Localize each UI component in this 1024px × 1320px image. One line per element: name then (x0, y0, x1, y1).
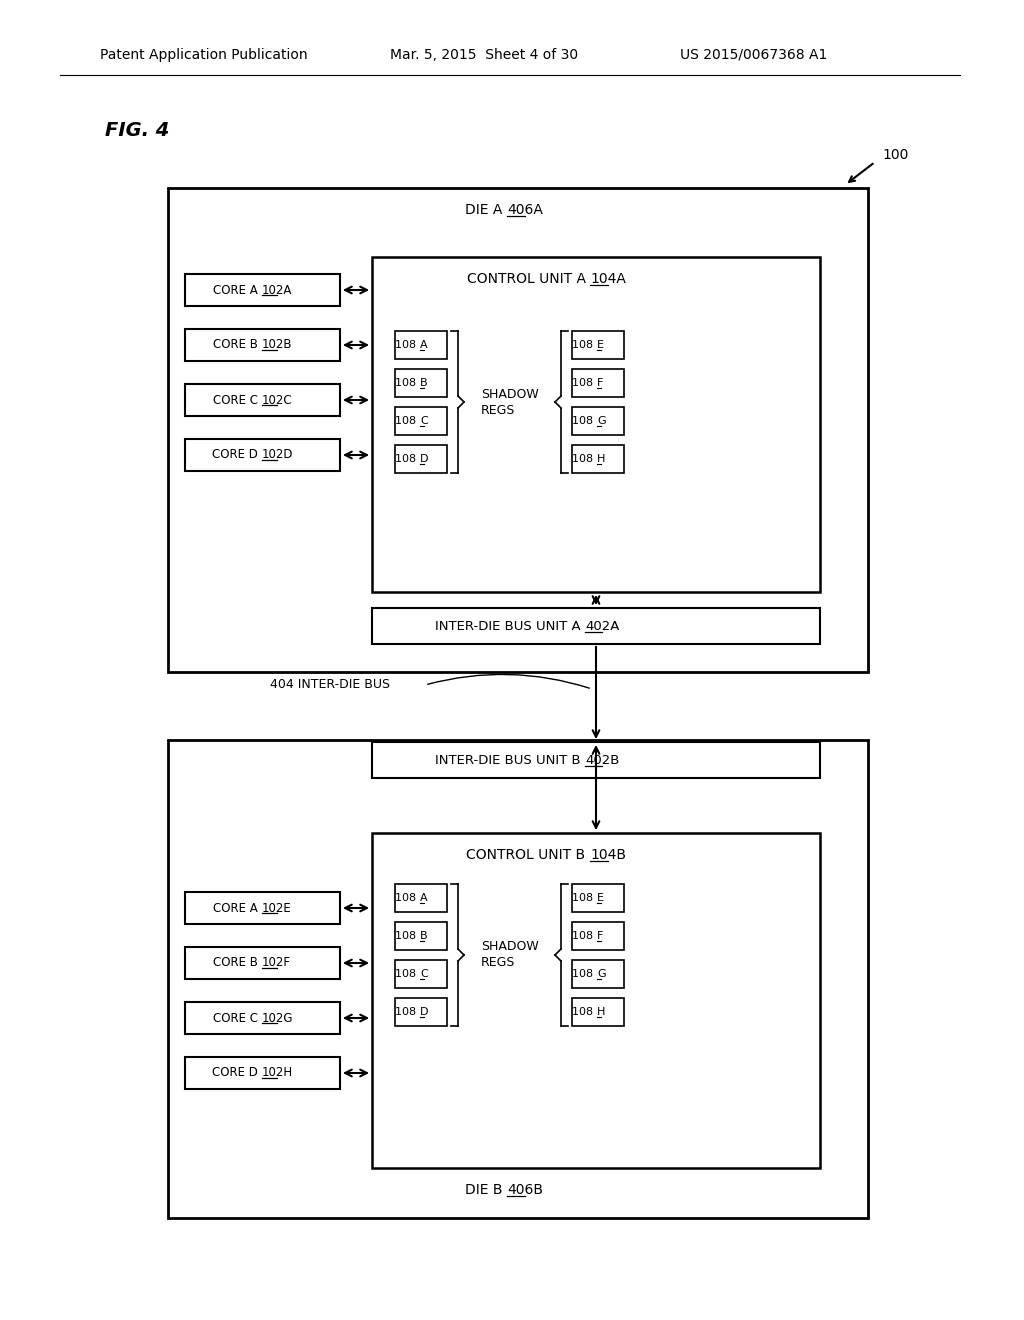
FancyBboxPatch shape (572, 331, 624, 359)
FancyBboxPatch shape (572, 884, 624, 912)
FancyBboxPatch shape (185, 892, 340, 924)
Text: E: E (597, 894, 604, 903)
Text: 108: 108 (572, 378, 597, 388)
Text: 108: 108 (572, 341, 597, 350)
FancyBboxPatch shape (572, 998, 624, 1026)
Text: CONTROL UNIT A: CONTROL UNIT A (467, 272, 590, 286)
FancyBboxPatch shape (185, 946, 340, 979)
Text: INTER-DIE BUS UNIT A: INTER-DIE BUS UNIT A (435, 619, 585, 632)
Text: CORE D: CORE D (212, 449, 261, 462)
Text: A: A (420, 894, 428, 903)
Text: 108: 108 (572, 894, 597, 903)
Text: DIE B: DIE B (465, 1183, 507, 1197)
Text: 102C: 102C (261, 393, 292, 407)
FancyBboxPatch shape (572, 960, 624, 987)
FancyBboxPatch shape (572, 921, 624, 950)
Text: E: E (597, 341, 604, 350)
FancyBboxPatch shape (185, 384, 340, 416)
Text: C: C (420, 969, 428, 979)
Text: CORE D: CORE D (212, 1067, 261, 1080)
Text: 108: 108 (395, 454, 420, 465)
Text: 402B: 402B (585, 754, 620, 767)
Text: CORE C: CORE C (213, 1011, 261, 1024)
Text: H: H (597, 454, 605, 465)
Text: 402A: 402A (585, 619, 620, 632)
Text: 108: 108 (572, 931, 597, 941)
Text: 108: 108 (395, 1007, 420, 1016)
Text: CORE B: CORE B (213, 338, 261, 351)
Text: 102A: 102A (261, 284, 292, 297)
FancyBboxPatch shape (395, 884, 447, 912)
Text: D: D (420, 454, 428, 465)
Text: 102G: 102G (261, 1011, 293, 1024)
Text: SHADOW
REGS: SHADOW REGS (481, 940, 539, 969)
FancyBboxPatch shape (185, 440, 340, 471)
Text: 108: 108 (395, 931, 420, 941)
FancyBboxPatch shape (168, 741, 868, 1218)
Text: CORE C: CORE C (213, 393, 261, 407)
Text: H: H (597, 1007, 605, 1016)
Text: G: G (597, 969, 605, 979)
FancyBboxPatch shape (395, 331, 447, 359)
Text: INTER-DIE BUS UNIT B: INTER-DIE BUS UNIT B (435, 754, 585, 767)
FancyBboxPatch shape (572, 407, 624, 436)
Text: 108: 108 (395, 894, 420, 903)
Text: 108: 108 (572, 416, 597, 426)
Text: 102F: 102F (261, 957, 291, 969)
Text: 100: 100 (882, 148, 908, 162)
Text: A: A (420, 341, 428, 350)
Text: CONTROL UNIT B: CONTROL UNIT B (467, 847, 590, 862)
Text: CORE A: CORE A (213, 284, 261, 297)
Text: 104B: 104B (590, 847, 626, 862)
Text: 108: 108 (572, 1007, 597, 1016)
FancyBboxPatch shape (395, 960, 447, 987)
Text: DIE A: DIE A (465, 203, 507, 216)
Text: US 2015/0067368 A1: US 2015/0067368 A1 (680, 48, 827, 62)
Text: SHADOW
REGS: SHADOW REGS (481, 388, 539, 417)
FancyBboxPatch shape (168, 187, 868, 672)
Text: 406B: 406B (507, 1183, 543, 1197)
Text: B: B (420, 931, 428, 941)
Text: 104A: 104A (590, 272, 626, 286)
Text: 406A: 406A (507, 203, 543, 216)
Text: 102E: 102E (261, 902, 291, 915)
Text: G: G (597, 416, 605, 426)
Text: B: B (420, 378, 428, 388)
Text: 108: 108 (395, 969, 420, 979)
Text: 108: 108 (395, 341, 420, 350)
Text: Patent Application Publication: Patent Application Publication (100, 48, 307, 62)
FancyBboxPatch shape (572, 445, 624, 473)
Text: 108: 108 (572, 454, 597, 465)
FancyBboxPatch shape (372, 742, 820, 777)
Text: 108: 108 (572, 969, 597, 979)
Text: 108: 108 (395, 378, 420, 388)
FancyBboxPatch shape (372, 609, 820, 644)
FancyBboxPatch shape (395, 407, 447, 436)
FancyBboxPatch shape (185, 329, 340, 360)
Text: CORE A: CORE A (213, 902, 261, 915)
Text: FIG. 4: FIG. 4 (105, 120, 169, 140)
FancyBboxPatch shape (185, 1002, 340, 1034)
Text: F: F (597, 931, 603, 941)
Text: 404 INTER-DIE BUS: 404 INTER-DIE BUS (270, 678, 390, 692)
FancyBboxPatch shape (395, 921, 447, 950)
FancyBboxPatch shape (185, 1057, 340, 1089)
FancyBboxPatch shape (372, 257, 820, 591)
FancyBboxPatch shape (372, 833, 820, 1168)
Text: 102B: 102B (261, 338, 292, 351)
Text: D: D (420, 1007, 428, 1016)
Text: 108: 108 (395, 416, 420, 426)
Text: Mar. 5, 2015  Sheet 4 of 30: Mar. 5, 2015 Sheet 4 of 30 (390, 48, 579, 62)
FancyBboxPatch shape (185, 275, 340, 306)
Text: 102H: 102H (261, 1067, 293, 1080)
FancyBboxPatch shape (395, 998, 447, 1026)
Text: C: C (420, 416, 428, 426)
FancyBboxPatch shape (572, 370, 624, 397)
FancyBboxPatch shape (395, 370, 447, 397)
FancyBboxPatch shape (395, 445, 447, 473)
Text: CORE B: CORE B (213, 957, 261, 969)
Text: F: F (597, 378, 603, 388)
Text: 102D: 102D (261, 449, 293, 462)
